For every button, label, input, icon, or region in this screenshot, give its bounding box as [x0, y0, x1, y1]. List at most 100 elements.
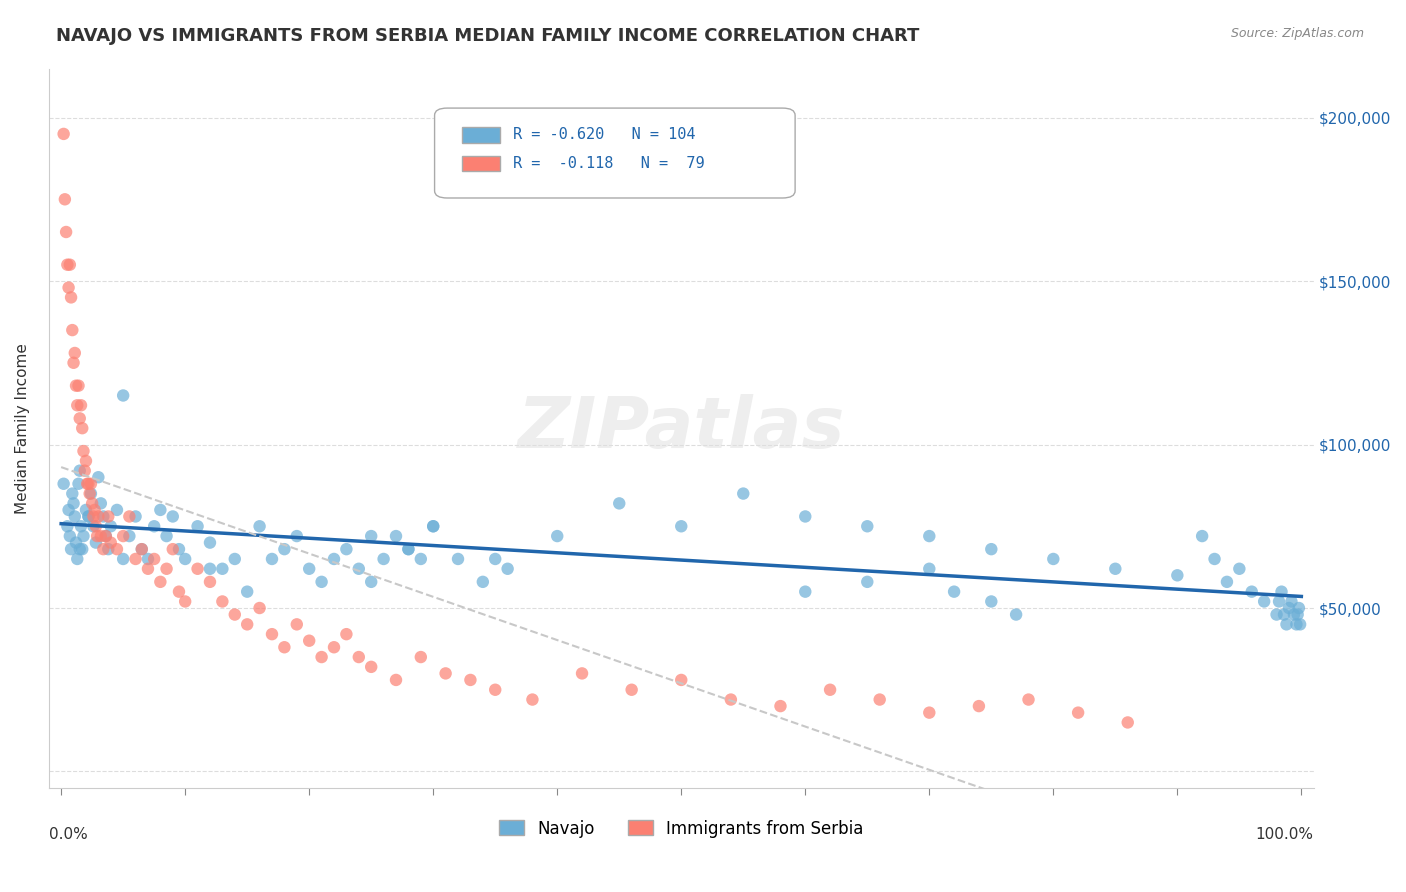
- Navajo: [69, 542, 91, 557]
- Navajo: [484, 552, 506, 566]
- Immigrants from Serbia: [224, 607, 246, 622]
- Immigrants from Serbia: [162, 542, 184, 557]
- Immigrants from Serbia: [720, 692, 742, 706]
- Immigrants from Serbia: [236, 617, 259, 632]
- Navajo: [52, 476, 75, 491]
- Text: ZIPatlas: ZIPatlas: [517, 393, 845, 463]
- Immigrants from Serbia: [52, 127, 75, 141]
- Immigrants from Serbia: [818, 682, 841, 697]
- Immigrants from Serbia: [187, 562, 209, 576]
- Immigrants from Serbia: [1116, 715, 1139, 730]
- Navajo: [733, 486, 755, 500]
- Navajo: [100, 519, 122, 533]
- Immigrants from Serbia: [167, 584, 190, 599]
- Navajo: [1253, 594, 1275, 608]
- Navajo: [249, 519, 271, 533]
- Immigrants from Serbia: [80, 476, 103, 491]
- Navajo: [236, 584, 259, 599]
- Immigrants from Serbia: [967, 699, 990, 714]
- Immigrants from Serbia: [1018, 692, 1040, 706]
- Navajo: [856, 519, 879, 533]
- Navajo: [347, 562, 370, 576]
- Text: NAVAJO VS IMMIGRANTS FROM SERBIA MEDIAN FAMILY INCOME CORRELATION CHART: NAVAJO VS IMMIGRANTS FROM SERBIA MEDIAN …: [56, 27, 920, 45]
- Navajo: [56, 519, 79, 533]
- Navajo: [60, 486, 83, 500]
- Immigrants from Serbia: [58, 280, 80, 294]
- Immigrants from Serbia: [86, 529, 108, 543]
- Immigrants from Serbia: [1067, 706, 1090, 720]
- Immigrants from Serbia: [155, 562, 177, 576]
- Immigrants from Serbia: [869, 692, 891, 706]
- Immigrants from Serbia: [84, 519, 107, 533]
- Immigrants from Serbia: [118, 509, 141, 524]
- Immigrants from Serbia: [311, 650, 333, 665]
- Immigrants from Serbia: [87, 509, 110, 524]
- Navajo: [105, 503, 128, 517]
- Navajo: [1275, 617, 1298, 632]
- Navajo: [187, 519, 209, 533]
- Navajo: [671, 519, 693, 533]
- Immigrants from Serbia: [60, 323, 83, 337]
- Immigrants from Serbia: [73, 464, 96, 478]
- Immigrants from Serbia: [335, 627, 357, 641]
- Immigrants from Serbia: [70, 398, 93, 412]
- Navajo: [311, 574, 333, 589]
- Navajo: [323, 552, 346, 566]
- Navajo: [980, 542, 1002, 557]
- Immigrants from Serbia: [94, 529, 117, 543]
- Navajo: [1227, 562, 1250, 576]
- Navajo: [471, 574, 494, 589]
- Navajo: [409, 552, 432, 566]
- Immigrants from Serbia: [82, 496, 104, 510]
- Navajo: [546, 529, 568, 543]
- Navajo: [80, 486, 103, 500]
- Navajo: [1288, 601, 1310, 615]
- Immigrants from Serbia: [409, 650, 432, 665]
- Navajo: [143, 519, 166, 533]
- Navajo: [1005, 607, 1028, 622]
- Navajo: [422, 519, 444, 533]
- Navajo: [72, 529, 94, 543]
- Navajo: [1216, 574, 1239, 589]
- Immigrants from Serbia: [149, 574, 172, 589]
- Navajo: [1272, 607, 1295, 622]
- Immigrants from Serbia: [211, 594, 233, 608]
- Legend: Navajo, Immigrants from Serbia: Navajo, Immigrants from Serbia: [492, 813, 870, 844]
- Navajo: [118, 529, 141, 543]
- Navajo: [124, 509, 146, 524]
- Text: R =  -0.118   N =  79: R = -0.118 N = 79: [513, 156, 704, 171]
- Immigrants from Serbia: [174, 594, 197, 608]
- Navajo: [1289, 617, 1312, 632]
- Navajo: [65, 535, 87, 549]
- Navajo: [298, 562, 321, 576]
- Immigrants from Serbia: [66, 398, 89, 412]
- Navajo: [162, 509, 184, 524]
- Immigrants from Serbia: [60, 290, 83, 304]
- Immigrants from Serbia: [360, 660, 382, 674]
- Navajo: [1270, 584, 1292, 599]
- Text: 0.0%: 0.0%: [49, 828, 87, 842]
- Navajo: [63, 509, 86, 524]
- Navajo: [211, 562, 233, 576]
- Navajo: [75, 503, 97, 517]
- Navajo: [360, 529, 382, 543]
- Immigrants from Serbia: [82, 509, 104, 524]
- Immigrants from Serbia: [77, 476, 100, 491]
- Immigrants from Serbia: [769, 699, 792, 714]
- Immigrants from Serbia: [63, 346, 86, 360]
- Immigrants from Serbia: [260, 627, 283, 641]
- Immigrants from Serbia: [620, 682, 643, 697]
- Text: Source: ZipAtlas.com: Source: ZipAtlas.com: [1230, 27, 1364, 40]
- Bar: [463, 155, 501, 171]
- Navajo: [112, 552, 135, 566]
- Navajo: [1268, 594, 1291, 608]
- Immigrants from Serbia: [918, 706, 941, 720]
- Navajo: [1240, 584, 1263, 599]
- Navajo: [385, 529, 408, 543]
- Navajo: [84, 535, 107, 549]
- Navajo: [918, 529, 941, 543]
- Navajo: [794, 584, 817, 599]
- Navajo: [60, 542, 83, 557]
- Navajo: [422, 519, 444, 533]
- Navajo: [224, 552, 246, 566]
